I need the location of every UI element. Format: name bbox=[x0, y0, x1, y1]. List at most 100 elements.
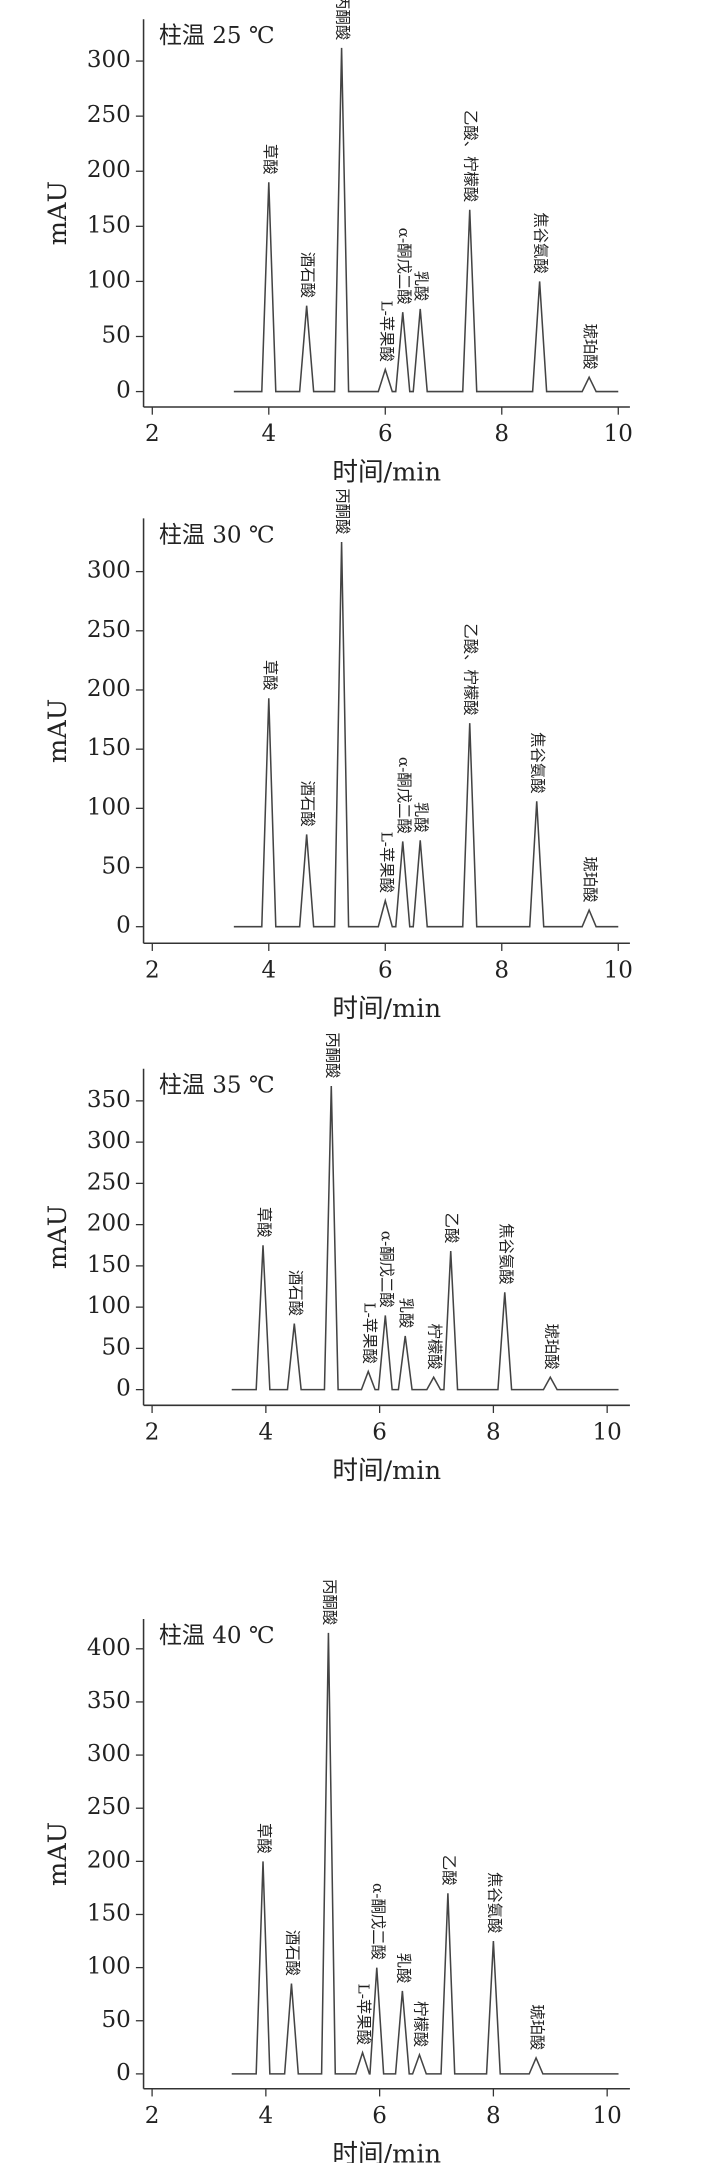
peak-label: 乙酸 bbox=[440, 1855, 458, 1886]
y-tick-label: 200 bbox=[87, 1211, 131, 1237]
y-tick-label: 350 bbox=[87, 1688, 131, 1714]
peak-label: α-酮戊二酸 bbox=[377, 1231, 395, 1308]
y-tick-label: 400 bbox=[87, 1635, 131, 1661]
y-tick-label: 300 bbox=[87, 47, 131, 73]
peak-label: L-苹果酸 bbox=[360, 1302, 378, 1363]
x-axis-title: 时间/min bbox=[332, 2139, 441, 2163]
y-axis-title: mAU bbox=[43, 699, 73, 763]
peak-label: 草酸 bbox=[261, 144, 279, 175]
y-tick-label: 250 bbox=[87, 1169, 131, 1195]
peak-label: 琥珀酸 bbox=[542, 1324, 560, 1370]
y-tick-label: 0 bbox=[116, 913, 131, 939]
peak-label: L-苹果酸 bbox=[377, 832, 395, 893]
peak-label: 乳酸 bbox=[397, 1298, 415, 1329]
peak-label: 丙酮酸 bbox=[320, 1579, 338, 1625]
y-tick-label: 0 bbox=[116, 1376, 131, 1402]
peak-label: 丙酮酸 bbox=[334, 488, 352, 534]
y-tick-label: 350 bbox=[87, 1087, 131, 1113]
panel-title: 柱温 30 ℃ bbox=[159, 522, 275, 548]
y-axis-title: mAU bbox=[43, 1822, 73, 1886]
x-axis-title: 时间/min bbox=[332, 994, 441, 1024]
panel-title: 柱温 25 ℃ bbox=[159, 23, 275, 49]
peak-label: 乳酸 bbox=[394, 1953, 412, 1984]
peak-label: 琥珀酸 bbox=[581, 324, 599, 370]
y-tick-label: 250 bbox=[87, 617, 131, 643]
trace bbox=[233, 542, 619, 928]
trace bbox=[231, 1086, 619, 1391]
peak-label: 焦谷氨酸 bbox=[529, 732, 547, 793]
y-tick-label: 100 bbox=[87, 267, 131, 293]
peak-label: L-苹果酸 bbox=[377, 300, 395, 361]
peak-label: 柠檬酸 bbox=[411, 2001, 429, 2047]
x-tick-label: 2 bbox=[145, 421, 160, 447]
y-tick-label: 100 bbox=[87, 1293, 131, 1319]
y-tick-label: 150 bbox=[87, 1900, 131, 1926]
y-tick-label: 300 bbox=[87, 1128, 131, 1154]
peak-label: 焦谷氨酸 bbox=[532, 212, 550, 273]
y-tick-label: 250 bbox=[87, 102, 131, 128]
y-tick-label: 200 bbox=[87, 157, 131, 183]
x-tick-label: 6 bbox=[372, 2103, 387, 2129]
peak-label: 琥珀酸 bbox=[528, 2004, 546, 2050]
peak-label: 乳酸 bbox=[412, 802, 430, 833]
peak-label: 酒石酸 bbox=[299, 781, 317, 827]
y-axis-title: mAU bbox=[43, 181, 73, 245]
x-tick-label: 10 bbox=[593, 1419, 622, 1445]
y-tick-label: 150 bbox=[87, 1252, 131, 1278]
x-tick-label: 8 bbox=[486, 2103, 501, 2129]
x-axis-title: 时间/min bbox=[332, 458, 441, 488]
peak-label: 柠檬酸 bbox=[426, 1324, 444, 1370]
peak-label: 焦谷氨酸 bbox=[485, 1872, 503, 1933]
x-tick-label: 8 bbox=[494, 957, 509, 983]
x-tick-label: 6 bbox=[372, 1419, 387, 1445]
y-tick-label: 0 bbox=[116, 378, 131, 404]
x-tick-label: 4 bbox=[259, 2103, 274, 2129]
x-tick-label: 6 bbox=[378, 421, 393, 447]
peak-label: 乙酸、柠檬酸 bbox=[462, 623, 480, 715]
y-tick-label: 250 bbox=[87, 1794, 131, 1820]
peak-label: 琥珀酸 bbox=[581, 856, 599, 902]
y-tick-label: 200 bbox=[87, 1847, 131, 1873]
peak-label: L-苹果酸 bbox=[355, 1984, 373, 2045]
peak-label: 乳酸 bbox=[412, 271, 430, 302]
panel-title: 柱温 40 ℃ bbox=[159, 1623, 275, 1649]
x-tick-label: 2 bbox=[145, 2103, 160, 2129]
x-tick-label: 4 bbox=[261, 957, 276, 983]
y-tick-label: 50 bbox=[101, 854, 130, 880]
x-tick-label: 10 bbox=[593, 2103, 622, 2129]
peak-label: 乙酸 bbox=[443, 1213, 461, 1244]
peak-label: 草酸 bbox=[255, 1823, 273, 1854]
peak-label: 酒石酸 bbox=[286, 1270, 304, 1316]
peak-label: 草酸 bbox=[261, 660, 279, 691]
peak-label: 焦谷氨酸 bbox=[497, 1223, 515, 1284]
y-tick-label: 100 bbox=[87, 794, 131, 820]
peak-label: 酒石酸 bbox=[283, 1930, 301, 1976]
peak-label: α-酮戊二酸 bbox=[395, 757, 413, 834]
y-tick-label: 200 bbox=[87, 676, 131, 702]
trace bbox=[233, 47, 619, 393]
peak-label: 丙酮酸 bbox=[323, 1032, 341, 1078]
x-tick-label: 8 bbox=[486, 1419, 501, 1445]
y-tick-label: 300 bbox=[87, 558, 131, 584]
x-axis-title: 时间/min bbox=[332, 1456, 441, 1486]
y-tick-label: 50 bbox=[101, 322, 130, 348]
y-tick-label: 150 bbox=[87, 212, 131, 238]
peak-label: α-酮戊二酸 bbox=[369, 1883, 387, 1960]
x-tick-label: 6 bbox=[378, 957, 393, 983]
panel-title: 柱温 35 ℃ bbox=[159, 1073, 275, 1099]
x-tick-label: 2 bbox=[145, 1419, 160, 1445]
x-tick-label: 4 bbox=[259, 1419, 274, 1445]
peak-label: 酒石酸 bbox=[299, 252, 317, 298]
peak-label: 丙酮酸 bbox=[334, 0, 352, 40]
x-tick-label: 10 bbox=[604, 421, 633, 447]
peak-label: 草酸 bbox=[255, 1207, 273, 1238]
x-tick-label: 4 bbox=[261, 421, 276, 447]
y-tick-label: 150 bbox=[87, 735, 131, 761]
x-tick-label: 2 bbox=[145, 957, 160, 983]
y-tick-label: 100 bbox=[87, 1954, 131, 1980]
trace bbox=[231, 1632, 619, 2075]
x-tick-label: 8 bbox=[494, 421, 509, 447]
peak-label: 乙酸、柠檬酸 bbox=[462, 110, 480, 202]
